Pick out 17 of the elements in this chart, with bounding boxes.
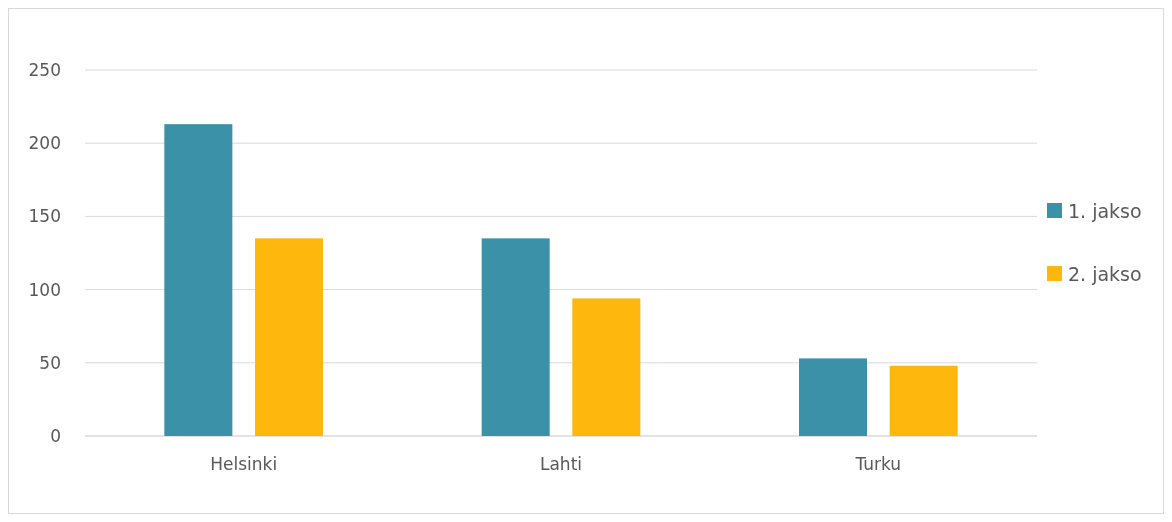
y-tick-label: 0 — [50, 425, 61, 446]
bar — [255, 238, 323, 436]
bar — [799, 358, 867, 436]
y-tick-label: 50 — [39, 352, 61, 373]
x-tick-label: Turku — [854, 454, 902, 474]
y-tick-label: 200 — [28, 133, 61, 154]
bar — [164, 124, 233, 436]
bar — [481, 238, 550, 436]
legend-label: 2. jakso — [1068, 262, 1142, 285]
bar — [889, 365, 958, 436]
y-tick-label: 100 — [28, 279, 61, 300]
y-tick-label: 250 — [28, 59, 61, 80]
x-tick-label: Helsinki — [210, 454, 278, 474]
bar — [572, 298, 641, 436]
x-tick-label: Lahti — [539, 454, 583, 474]
y-tick-label: 150 — [28, 206, 61, 227]
legend-label: 1. jakso — [1068, 199, 1142, 222]
